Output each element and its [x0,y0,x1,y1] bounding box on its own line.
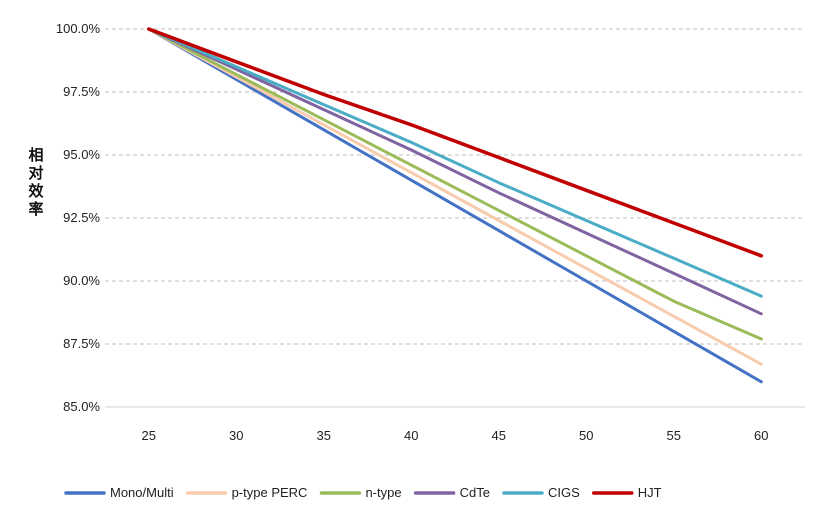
legend-label-n-type: n-type [365,485,401,500]
x-tick-label: 50 [579,428,593,443]
x-tick-label: 40 [404,428,418,443]
y-axis: 85.0% 87.5% 90.0% 92.5% 95.0% 97.5% 100.0% [56,21,101,414]
y-tick-label: 90.0% [63,273,100,288]
x-tick-label: 55 [667,428,681,443]
legend-label-mono-multi: Mono/Multi [110,485,174,500]
legend: Mono/Multi p-type PERC n-type CdTe CIGS HJT [64,485,662,500]
y-tick-label: 92.5% [63,210,100,225]
series-line-p-type-perc [147,27,763,366]
y-tick-label: 87.5% [63,336,100,351]
series-line-mono-multi [147,27,763,384]
y-tick-label: 100.0% [56,21,101,36]
x-tick-label: 60 [754,428,768,443]
series-line-cigs [147,27,763,298]
legend-label-cigs: CIGS [548,485,580,500]
x-tick-label: 30 [229,428,243,443]
y-axis-label-char: 率 [28,200,43,218]
x-axis: 25 30 35 40 45 50 55 60 [142,428,769,443]
legend-label-p-type-perc: p-type PERC [232,485,308,500]
y-axis-label-char: 相 [28,146,43,164]
x-tick-label: 45 [492,428,506,443]
series-lines [147,27,764,384]
series-line-cdte [147,27,763,316]
legend-label-hjt: HJT [638,485,662,500]
gridlines [105,28,805,408]
legend-label-cdte: CdTe [460,485,490,500]
y-tick-label: 97.5% [63,84,100,99]
series-line-n-type [147,27,763,341]
y-tick-label: 85.0% [63,399,100,414]
y-axis-label-char: 对 [28,164,43,182]
x-tick-label: 25 [142,428,156,443]
x-tick-label: 35 [317,428,331,443]
y-axis-label-char: 效 [28,182,44,200]
series-line-hjt [147,27,764,258]
y-tick-label: 95.0% [63,147,100,162]
